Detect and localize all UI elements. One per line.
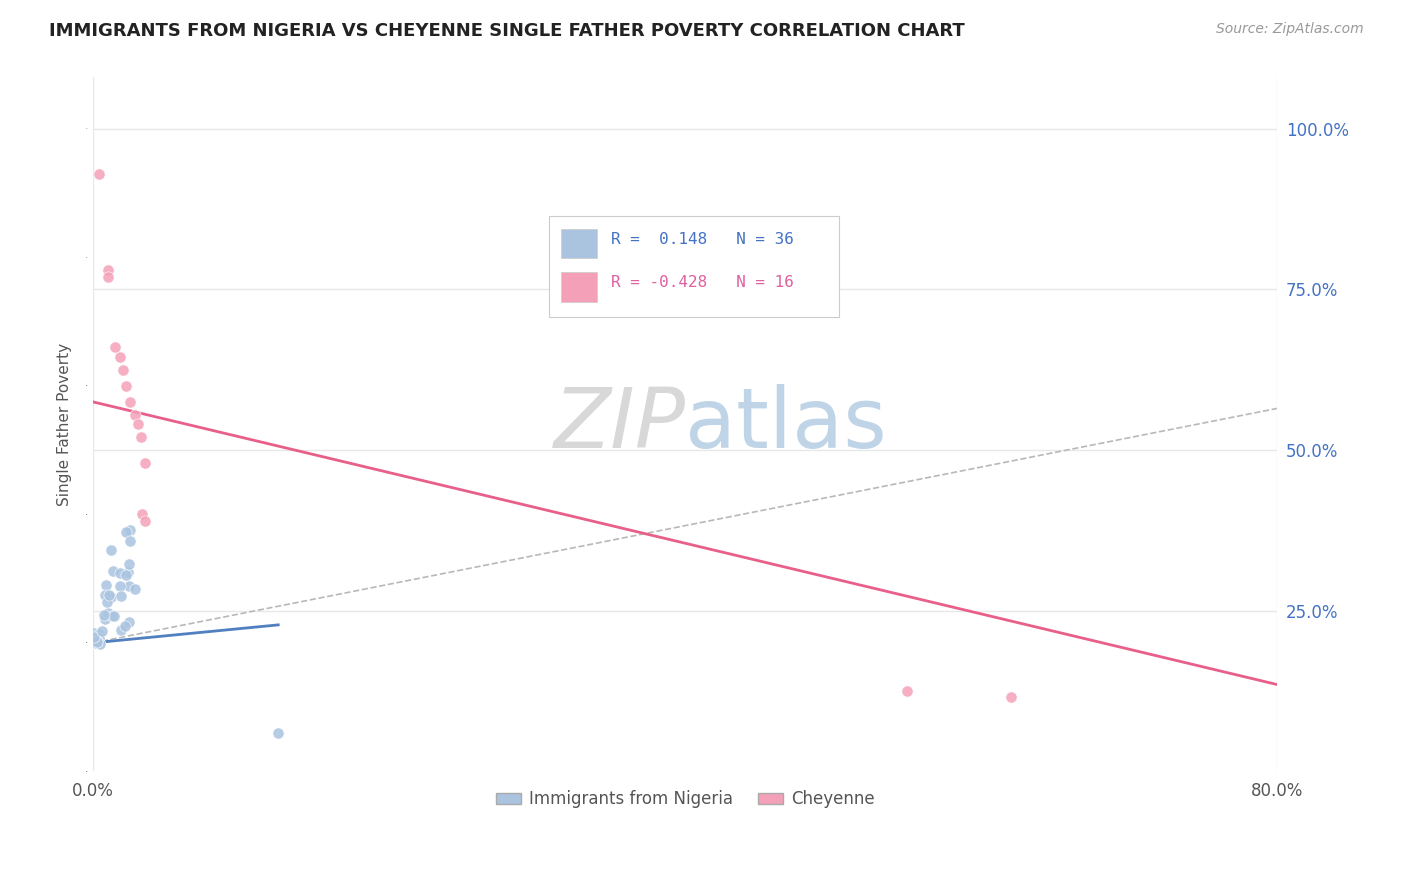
Point <box>101 564 124 578</box>
Legend: Immigrants from Nigeria, Cheyenne: Immigrants from Nigeria, Cheyenne <box>489 784 882 815</box>
Point <box>120 395 142 409</box>
Point <box>90 624 112 639</box>
Text: IMMIGRANTS FROM NIGERIA VS CHEYENNE SINGLE FATHER POVERTY CORRELATION CHART: IMMIGRANTS FROM NIGERIA VS CHEYENNE SING… <box>49 22 965 40</box>
Point <box>97 607 120 621</box>
Y-axis label: Single Father Poverty: Single Father Poverty <box>58 343 72 506</box>
Point <box>97 588 120 602</box>
Text: ZIP: ZIP <box>554 384 685 465</box>
Point <box>118 557 141 571</box>
Point <box>124 582 146 597</box>
Point <box>1000 690 1022 705</box>
Point <box>86 636 108 650</box>
Point <box>87 632 110 646</box>
Point <box>83 630 105 644</box>
Point <box>93 612 115 626</box>
FancyBboxPatch shape <box>550 216 839 317</box>
Point <box>89 637 111 651</box>
Point <box>117 565 139 579</box>
Point <box>115 567 138 582</box>
Point <box>110 623 132 637</box>
Point <box>129 430 152 444</box>
Point <box>93 608 115 623</box>
Bar <box>561 272 596 301</box>
Point <box>97 263 120 277</box>
Point <box>114 618 136 632</box>
Point <box>118 579 141 593</box>
Point <box>96 577 118 591</box>
Point <box>87 167 110 181</box>
Point <box>134 514 156 528</box>
Point <box>124 408 146 422</box>
Point <box>103 608 125 623</box>
Point <box>100 543 122 558</box>
Point <box>118 615 141 630</box>
Point <box>104 340 127 354</box>
Point <box>96 595 118 609</box>
Point <box>127 417 149 432</box>
Point <box>114 379 136 393</box>
Point <box>131 508 153 522</box>
Point <box>87 627 110 641</box>
Text: Source: ZipAtlas.com: Source: ZipAtlas.com <box>1216 22 1364 37</box>
Text: atlas: atlas <box>685 384 887 465</box>
Text: R = -0.428   N = 16: R = -0.428 N = 16 <box>610 276 793 291</box>
Point <box>134 456 156 470</box>
Point <box>118 524 141 538</box>
Point <box>108 579 131 593</box>
Point <box>108 350 131 364</box>
Point <box>118 533 141 548</box>
Point <box>101 609 124 624</box>
Point <box>100 590 122 604</box>
Point <box>83 626 105 640</box>
Point <box>115 525 138 540</box>
Point <box>111 363 134 377</box>
Point <box>97 269 120 284</box>
Point <box>94 588 117 602</box>
Point <box>267 726 290 740</box>
Point <box>86 635 108 649</box>
Point <box>110 589 132 603</box>
Point <box>108 566 131 580</box>
Bar <box>561 228 596 258</box>
Point <box>86 633 108 648</box>
Point <box>896 684 918 698</box>
Text: R =  0.148   N = 36: R = 0.148 N = 36 <box>610 232 793 246</box>
